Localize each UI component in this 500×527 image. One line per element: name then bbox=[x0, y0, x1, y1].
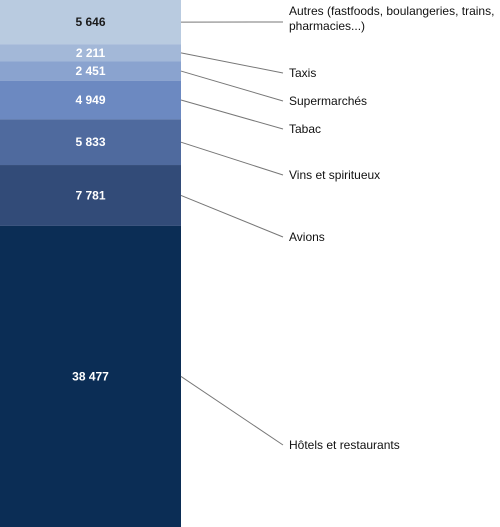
leader-line-vins-et-spiritueux bbox=[180, 141, 284, 176]
segment-label-autres-fastfoods-boulangeries-trains: Autres (fastfoods, boulangeries, trains,… bbox=[289, 4, 494, 33]
segment-label-supermarch-s: Supermarchés bbox=[289, 94, 367, 108]
bar-segment-taxis bbox=[0, 44, 181, 62]
segment-value-autres-fastfoods-boulangeries-trains: 5 646 bbox=[75, 15, 105, 29]
bar-segment-h-tels-et-restaurants bbox=[0, 225, 181, 527]
leader-line-avions bbox=[180, 195, 284, 238]
leader-line-tabac bbox=[180, 99, 284, 130]
segment-labels: Autres (fastfoods, boulangeries, trains,… bbox=[289, 4, 494, 452]
bar-segment-supermarch-s bbox=[0, 61, 181, 81]
bar-segment-vins-et-spiritueux bbox=[0, 119, 181, 166]
leader-line-taxis bbox=[180, 52, 284, 74]
segment-label-h-tels-et-restaurants: Hôtels et restaurants bbox=[289, 438, 400, 452]
segment-label-vins-et-spiritueux: Vins et spiritueux bbox=[289, 168, 380, 182]
leader-line-supermarch-s bbox=[180, 70, 284, 102]
segment-value-avions: 7 781 bbox=[75, 188, 105, 202]
segment-label-avions: Avions bbox=[289, 230, 325, 244]
leader-lines bbox=[180, 21, 284, 446]
bar-segment-avions bbox=[0, 165, 181, 226]
segment-value-supermarch-s: 2 451 bbox=[75, 64, 105, 78]
segment-value-taxis: 2 211 bbox=[76, 46, 106, 60]
bar-segments: 5 646 2 211 2 451 4 949 5 833 7 781 38 477 bbox=[0, 0, 181, 527]
bar-segment-tabac bbox=[0, 80, 181, 120]
leader-line-h-tels-et-restaurants bbox=[180, 376, 284, 446]
segment-value-vins-et-spiritueux: 5 833 bbox=[75, 135, 105, 149]
segment-value-tabac: 4 949 bbox=[75, 93, 105, 107]
segment-label-tabac: Tabac bbox=[289, 122, 321, 136]
bar-segment-autres-fastfoods-boulangeries-trains bbox=[0, 0, 181, 45]
segment-value-h-tels-et-restaurants: 38 477 bbox=[72, 369, 109, 383]
segment-label-taxis: Taxis bbox=[289, 66, 316, 80]
